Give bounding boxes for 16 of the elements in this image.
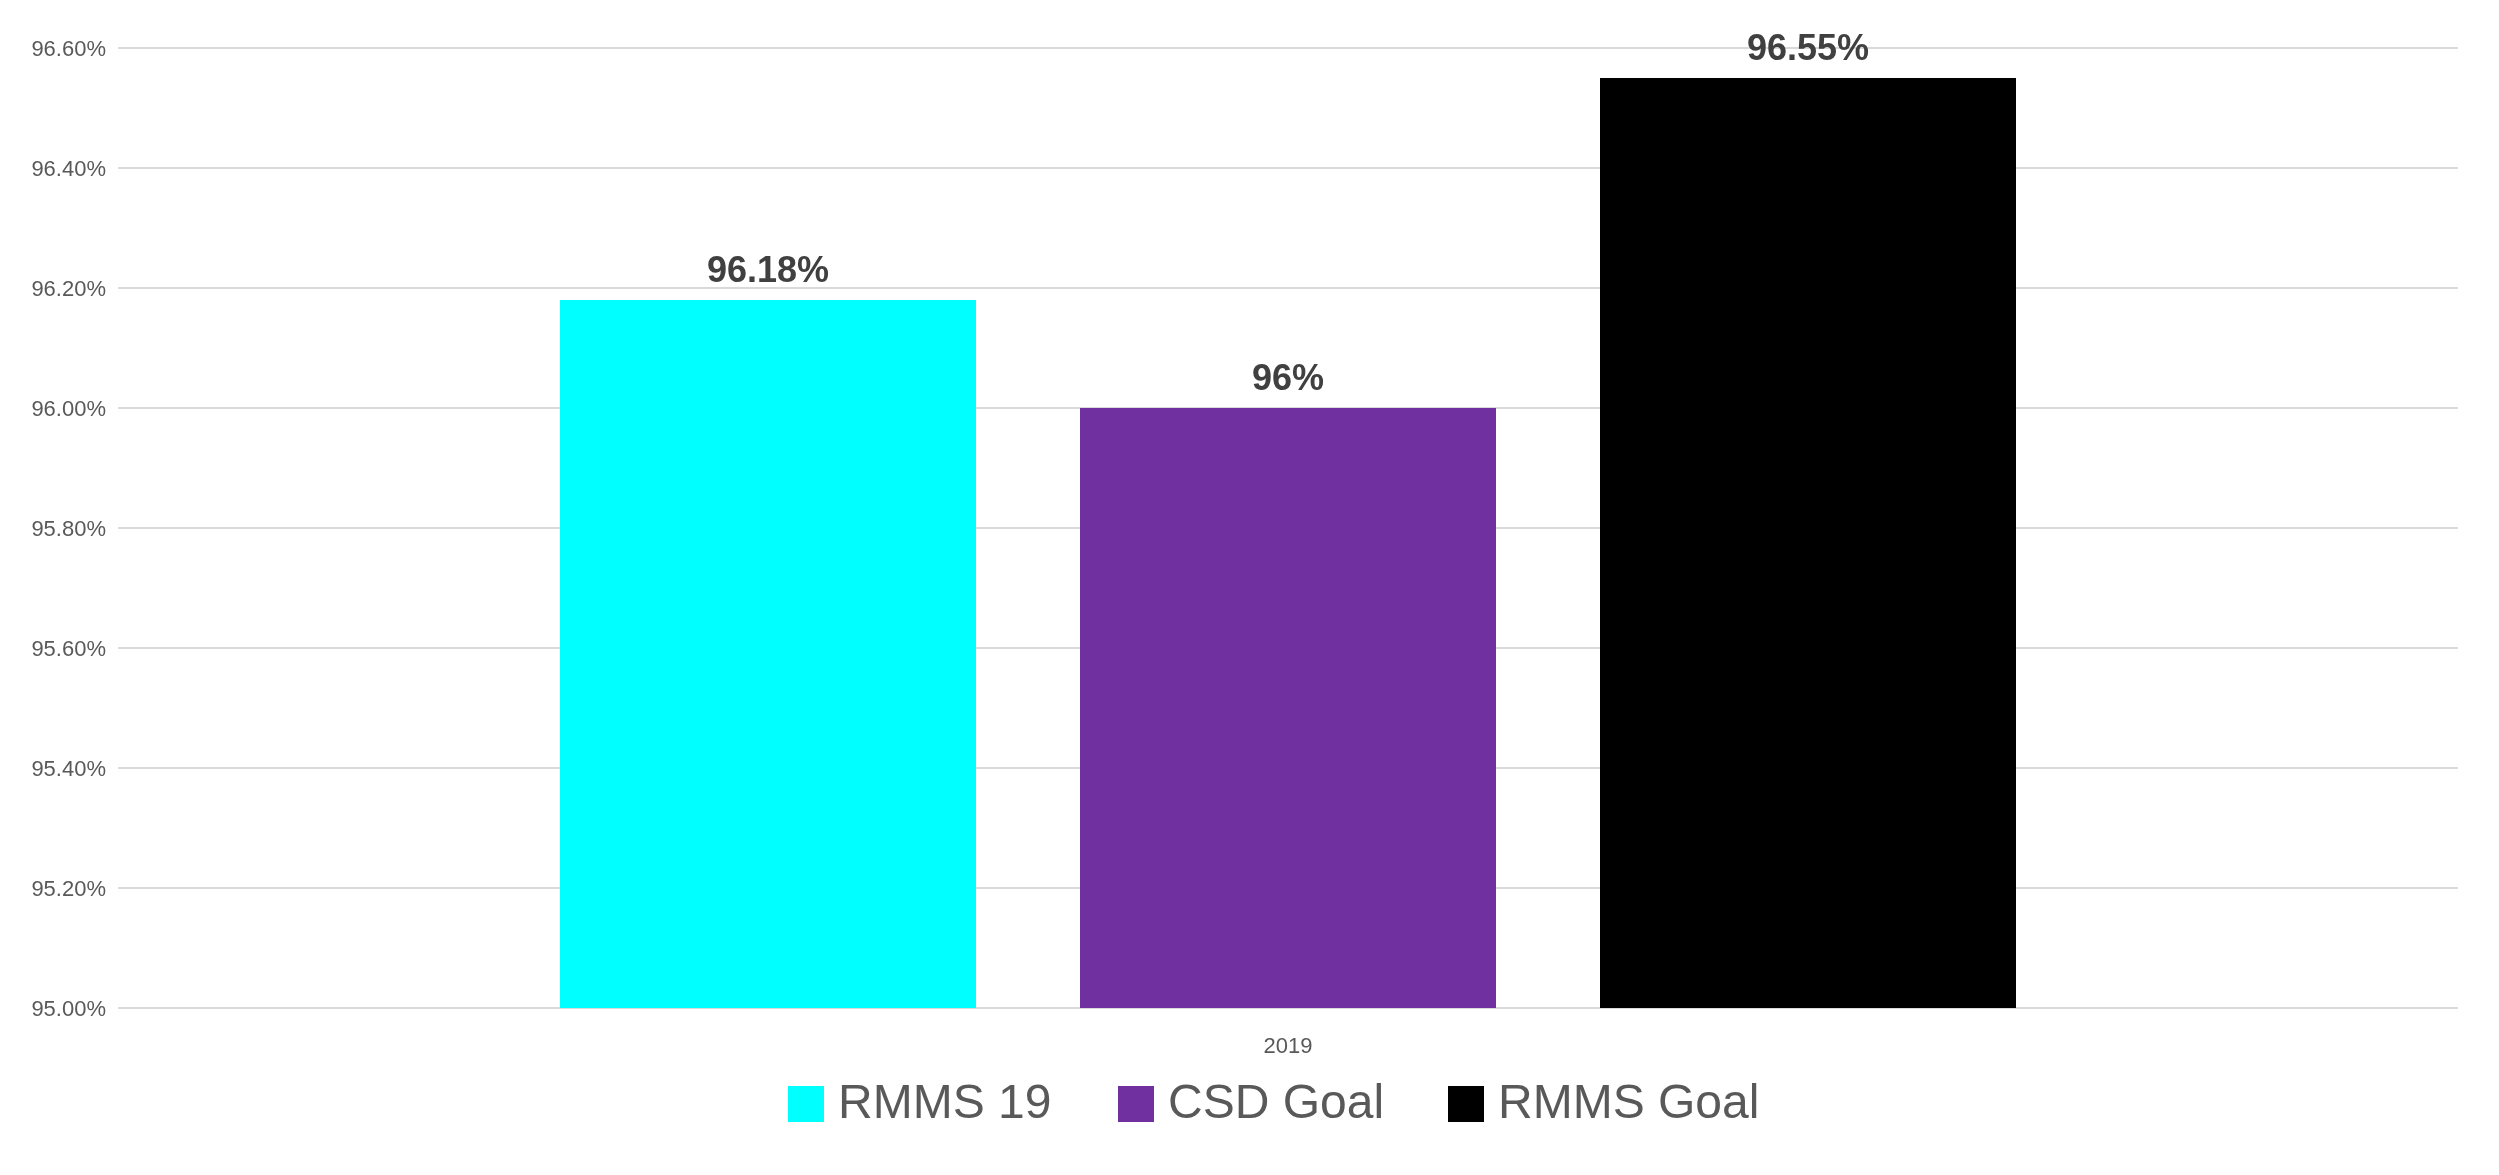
legend-label: RMMS Goal [1498,1075,1760,1128]
y-tick-label: 96.60% [31,35,106,61]
y-tick-label: 95.00% [31,995,106,1021]
data-label: 96.18% [706,249,830,290]
y-tick-label: 95.40% [31,755,106,781]
y-tick-label: 95.60% [31,635,106,661]
y-tick-label: 95.80% [31,515,106,541]
y-tick-label: 95.20% [31,875,106,901]
y-tick-label: 96.00% [31,395,106,421]
legend-label: RMMS 19 [838,1075,1052,1128]
x-tick-label: 2019 [1263,1033,1313,1058]
y-tick-label: 96.40% [31,155,106,181]
legend-label: CSD Goal [1168,1075,1385,1128]
data-label: 96% [1251,357,1325,398]
y-tick-label: 96.20% [31,275,106,301]
data-label: 96.55% [1746,27,1870,68]
